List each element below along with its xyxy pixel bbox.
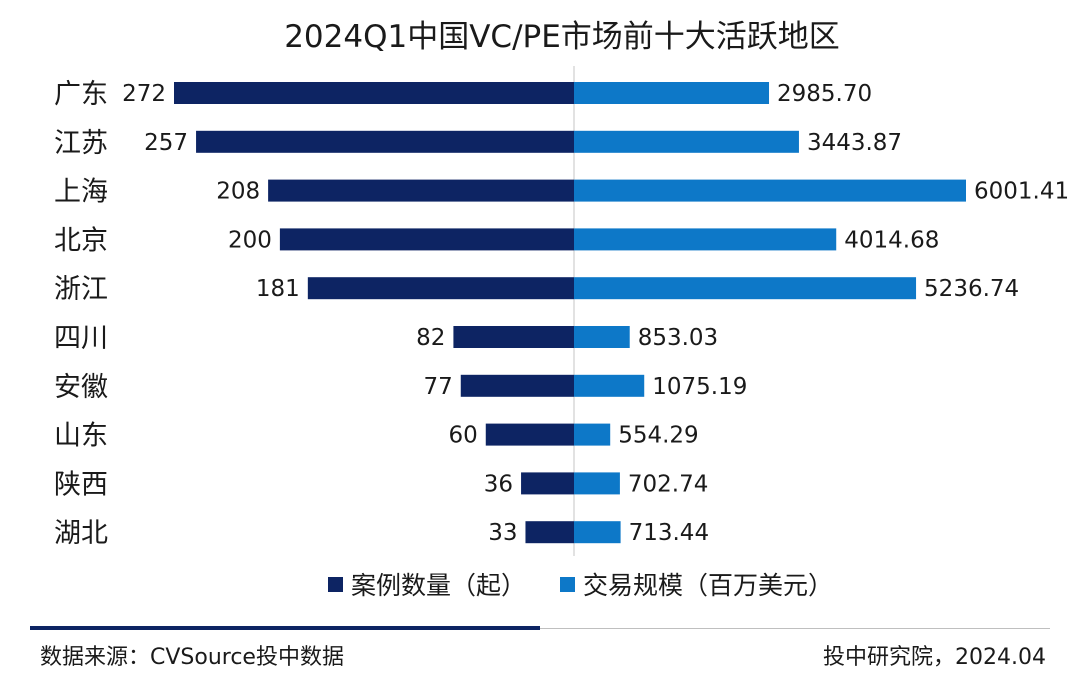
bar-amount [574, 521, 621, 544]
bar-cases [268, 179, 574, 202]
data-label-cases: 181 [256, 276, 300, 302]
footer-source: 数据来源：CVSource投中数据 [40, 645, 344, 670]
bar-cases [196, 130, 574, 153]
bar-amount [574, 326, 630, 348]
category-label: 广东 [54, 79, 108, 110]
bar-cases [521, 472, 574, 495]
bar-amount [574, 277, 917, 300]
category-label: 江苏 [54, 128, 108, 159]
data-label-amount: 1075.19 [652, 374, 747, 400]
data-label-cases: 33 [488, 520, 517, 546]
data-label-cases: 200 [228, 227, 272, 253]
chart-title: 2024Q1中国VC/PE市场前十大活跃地区 [284, 19, 840, 55]
data-label-amount: 5236.74 [924, 276, 1019, 302]
category-label: 四川 [54, 323, 108, 354]
data-label-cases: 272 [122, 81, 166, 107]
data-label-cases: 257 [144, 130, 188, 156]
data-label-cases: 36 [484, 471, 513, 497]
bar-cases [485, 423, 574, 446]
bar-cases [279, 228, 574, 251]
category-label: 安徽 [54, 372, 108, 403]
bar-rows: 广东 272 2985.70 江苏 257 3443.87 上海 208 6001.41 北京 20… [54, 79, 1069, 549]
data-label-amount: 713.44 [629, 520, 709, 546]
data-label-cases: 77 [423, 374, 452, 400]
bar-cases [307, 277, 574, 300]
data-label-cases: 208 [216, 179, 260, 205]
category-label: 陕西 [54, 469, 108, 500]
legend-swatch-amount [560, 577, 575, 592]
category-label: 北京 [54, 225, 108, 256]
category-label: 上海 [54, 177, 108, 208]
bar-amount [574, 179, 966, 202]
bar-amount [574, 374, 645, 397]
footer-accent-line [30, 626, 540, 630]
data-label-amount: 6001.41 [974, 179, 1069, 205]
footer-credit: 投中研究院，2024.04 [823, 645, 1046, 670]
data-label-cases: 82 [416, 325, 445, 351]
bar-amount [574, 423, 611, 446]
bar-cases [174, 82, 574, 104]
data-label-amount: 702.74 [628, 471, 708, 497]
bar-cases [460, 374, 574, 397]
data-label-amount: 3443.87 [807, 130, 902, 156]
bar-amount [574, 130, 799, 153]
category-label: 山东 [54, 421, 108, 452]
data-label-amount: 4014.68 [844, 227, 939, 253]
category-label: 湖北 [54, 518, 108, 549]
legend-swatch-cases [328, 577, 343, 592]
data-label-amount: 853.03 [638, 325, 718, 351]
bar-amount [574, 472, 620, 495]
legend-label-cases: 案例数量（起） [351, 571, 526, 600]
data-label-amount: 554.29 [618, 423, 698, 449]
bar-amount [574, 82, 770, 104]
data-label-amount: 2985.70 [777, 81, 872, 107]
legend-label-amount: 交易规模（百万美元） [583, 571, 833, 600]
bar-cases [453, 326, 574, 348]
footer-divider [540, 628, 1050, 629]
bar-amount [574, 228, 837, 251]
category-label: 浙江 [54, 274, 108, 305]
bar-cases [525, 521, 574, 544]
data-label-cases: 60 [448, 423, 477, 449]
legend: 案例数量（起） 交易规模（百万美元） [328, 571, 833, 600]
